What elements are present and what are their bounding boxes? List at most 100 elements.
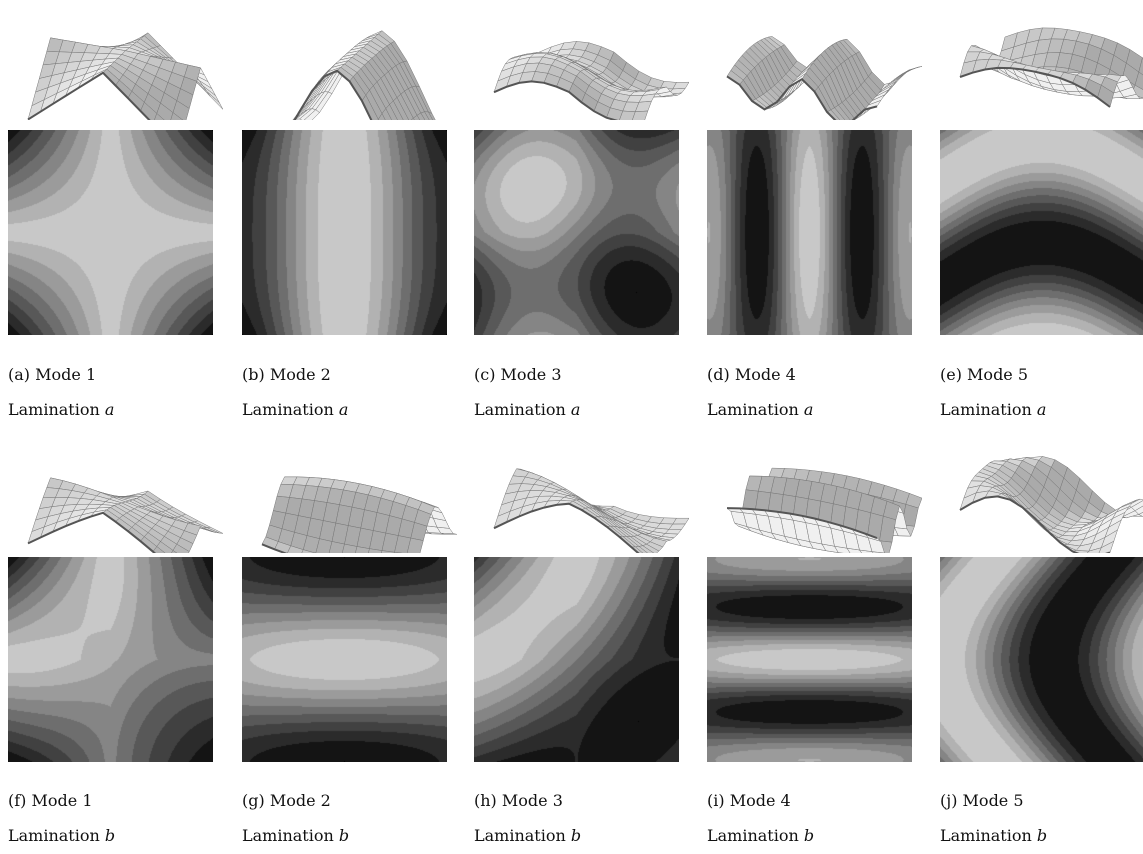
- mode-shape-contour: [707, 130, 912, 335]
- surface-mesh-cell: [171, 550, 178, 553]
- lamination-variable: b: [104, 826, 116, 845]
- subfigure-caption: (c) Mode 3: [474, 365, 562, 384]
- surface-mesh-cell: [424, 111, 434, 120]
- surface-mesh-cell: [385, 104, 398, 120]
- mode-shape-contour: [707, 557, 912, 762]
- surface-edge: [27, 71, 151, 120]
- surface-mesh-cell: [381, 108, 392, 120]
- mode-shape-surface: [27, 477, 223, 553]
- lamination-word: Lamination: [242, 400, 334, 419]
- lamination-variable: b: [803, 826, 815, 845]
- lamination-variable: b: [570, 826, 582, 845]
- mode-shape-surface: [493, 468, 689, 553]
- surface-mesh-cell: [632, 110, 649, 120]
- lamination-word: Lamination: [474, 826, 566, 845]
- subfigure-caption: (e) Mode 5: [940, 365, 1028, 384]
- lamination-caption: Lamination b: [940, 826, 1047, 845]
- subfigure-caption: (i) Mode 4: [707, 791, 791, 810]
- mode-shape-contour: [242, 130, 447, 335]
- surface-mesh-cell: [412, 114, 421, 120]
- surface-mesh-cell: [634, 546, 648, 553]
- surface-edge: [27, 511, 157, 553]
- mode-shape-surface: [726, 467, 922, 553]
- lamination-caption: Lamination a: [242, 400, 348, 419]
- mode-shape-surface: [493, 41, 689, 120]
- mode-label: Mode 5: [962, 791, 1024, 810]
- subfigure-caption: (h) Mode 3: [474, 791, 563, 810]
- surface-edge: [959, 66, 1111, 108]
- subfigure-label: (a): [8, 365, 31, 384]
- lamination-word: Lamination: [707, 826, 799, 845]
- surface-mesh-cell: [406, 537, 424, 553]
- surface-mesh-cell: [152, 546, 166, 553]
- lamination-word: Lamination: [707, 400, 799, 419]
- surface-edge: [293, 69, 373, 120]
- subfigure-caption: (b) Mode 2: [242, 365, 331, 384]
- mode-label: Mode 2: [269, 365, 331, 384]
- subfigure-label: (g): [242, 791, 265, 810]
- mode-shape-contour: [940, 130, 1143, 335]
- lamination-caption: Lamination b: [8, 826, 115, 845]
- mode-label: Mode 1: [31, 791, 93, 810]
- surface-edge: [726, 507, 878, 540]
- surface-mesh-cell: [410, 117, 415, 120]
- surface-edge: [726, 75, 878, 120]
- mode-shape-contour: [242, 557, 447, 762]
- lamination-word: Lamination: [940, 826, 1032, 845]
- subfigure-caption: (d) Mode 4: [707, 365, 796, 384]
- lamination-variable: b: [1036, 826, 1048, 845]
- mode-label: Mode 5: [967, 365, 1029, 384]
- subfigure-caption: (a) Mode 1: [8, 365, 96, 384]
- mode-label: Mode 4: [729, 791, 791, 810]
- lamination-word: Lamination: [8, 826, 100, 845]
- subfigure-label: (f): [8, 791, 27, 810]
- subfigure-caption: (j) Mode 5: [940, 791, 1024, 810]
- mode-label: Mode 2: [269, 791, 331, 810]
- surface-mesh-cell: [293, 118, 295, 120]
- lamination-variable: a: [803, 400, 814, 419]
- lamination-word: Lamination: [474, 400, 566, 419]
- mode-shape-surface: [27, 32, 223, 120]
- surface-mesh-cell: [1134, 71, 1143, 90]
- subfigure-label: (h): [474, 791, 497, 810]
- surface-mesh-cell: [172, 543, 190, 553]
- mode-shape-contour: [8, 557, 213, 762]
- surface-mesh-cell: [1134, 505, 1143, 515]
- mode-label: Mode 3: [500, 365, 562, 384]
- lamination-variable: a: [104, 400, 115, 419]
- surface-mesh-cell: [154, 112, 165, 120]
- subfigure-label: (j): [940, 791, 958, 810]
- surface-mesh-cell: [378, 112, 386, 120]
- surface-edge: [493, 80, 619, 120]
- surface-edge: [959, 495, 1111, 553]
- lamination-variable: b: [338, 826, 350, 845]
- subfigure-label: (i): [707, 791, 725, 810]
- mode-shape-contour: [474, 557, 679, 762]
- mode-shape-contour: [8, 130, 213, 335]
- surface-mesh-cell: [170, 112, 184, 120]
- mode-shape-surface: [726, 36, 922, 120]
- mode-shape-surface: [959, 456, 1143, 553]
- lamination-caption: Lamination b: [707, 826, 814, 845]
- surface-mesh-cell: [394, 552, 403, 553]
- lamination-word: Lamination: [8, 400, 100, 419]
- subfigure-label: (b): [242, 365, 265, 384]
- subfigure-caption: (g) Mode 2: [242, 791, 331, 810]
- mode-shape-surface: [959, 27, 1143, 108]
- lamination-caption: Lamination b: [474, 826, 581, 845]
- surface-mesh-cell: [301, 549, 317, 553]
- surface-mesh-cell: [826, 109, 841, 120]
- lamination-variable: a: [338, 400, 349, 419]
- mode-shape-contour: [474, 130, 679, 335]
- lamination-caption: Lamination a: [474, 400, 580, 419]
- surface-mesh-cell: [377, 118, 379, 120]
- subfigure-label: (e): [940, 365, 962, 384]
- surface-mesh-cell: [1098, 540, 1115, 553]
- surface-mesh-cell: [1138, 57, 1143, 76]
- subfigure-caption: (f) Mode 1: [8, 791, 93, 810]
- mode-label: Mode 4: [734, 365, 796, 384]
- lamination-caption: Lamination b: [242, 826, 349, 845]
- subfigure-label: (c): [474, 365, 496, 384]
- surface-mesh-cell: [420, 111, 430, 120]
- lamination-caption: Lamination a: [940, 400, 1046, 419]
